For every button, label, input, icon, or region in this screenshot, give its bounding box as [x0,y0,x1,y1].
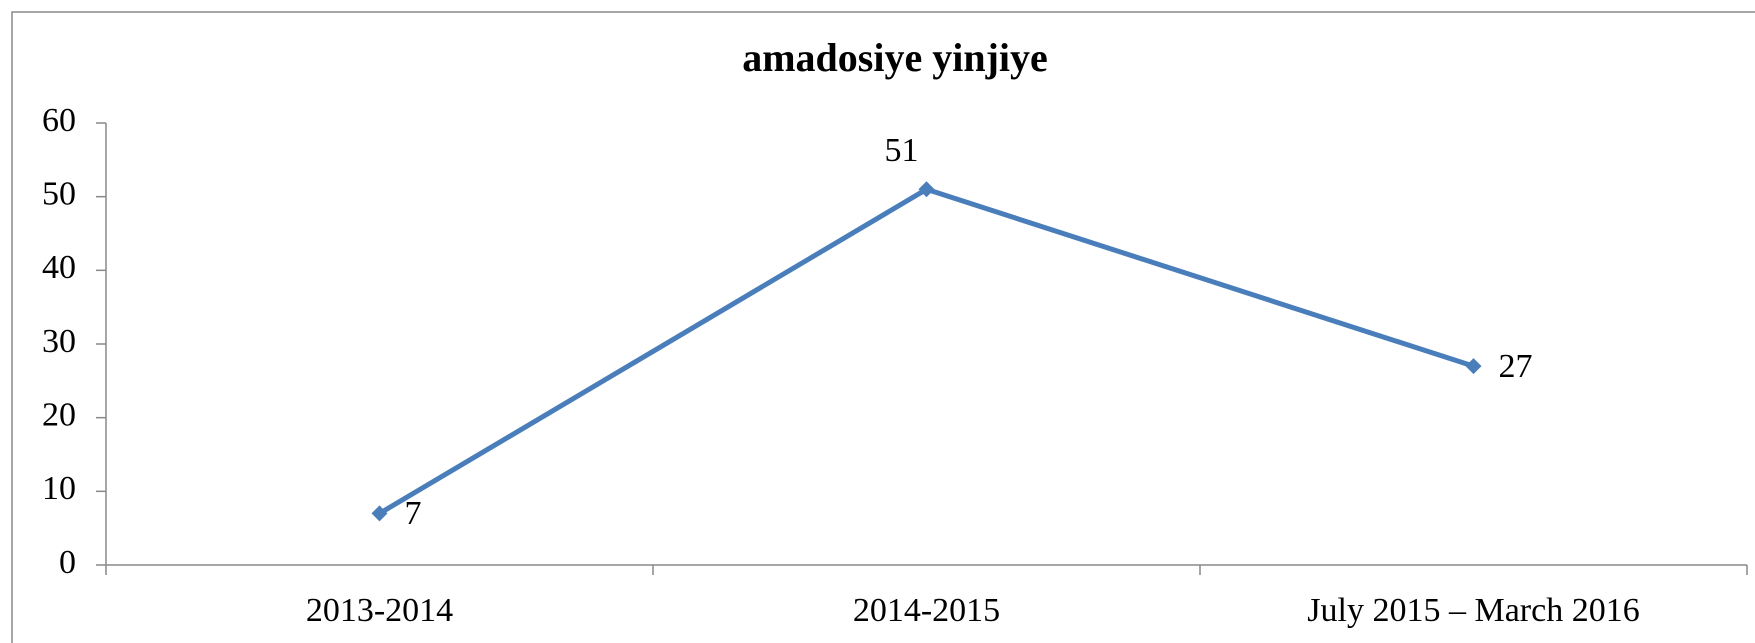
x-tick-label: 2014-2015 [853,592,1000,629]
data-label: 51 [885,132,919,169]
y-tick-label: 60 [42,102,76,139]
x-tick-label: July 2015 – March 2016 [1307,592,1639,629]
marker [918,181,935,198]
marker [1465,358,1482,375]
y-tick-label: 40 [42,249,76,286]
y-tick-label: 30 [42,323,76,360]
chart-title: amadosiye yinjiye [742,35,1048,80]
chart-frame [11,11,1755,643]
x-tick-label: 2013-2014 [306,592,453,629]
y-tick-label: 10 [42,470,76,507]
y-tick-label: 20 [42,396,76,433]
data-label: 27 [1499,348,1533,385]
y-tick-label: 50 [42,175,76,212]
line [378,186,1475,516]
y-tick-label: 0 [59,544,76,581]
data-label: 7 [405,495,422,532]
marker [371,505,388,522]
